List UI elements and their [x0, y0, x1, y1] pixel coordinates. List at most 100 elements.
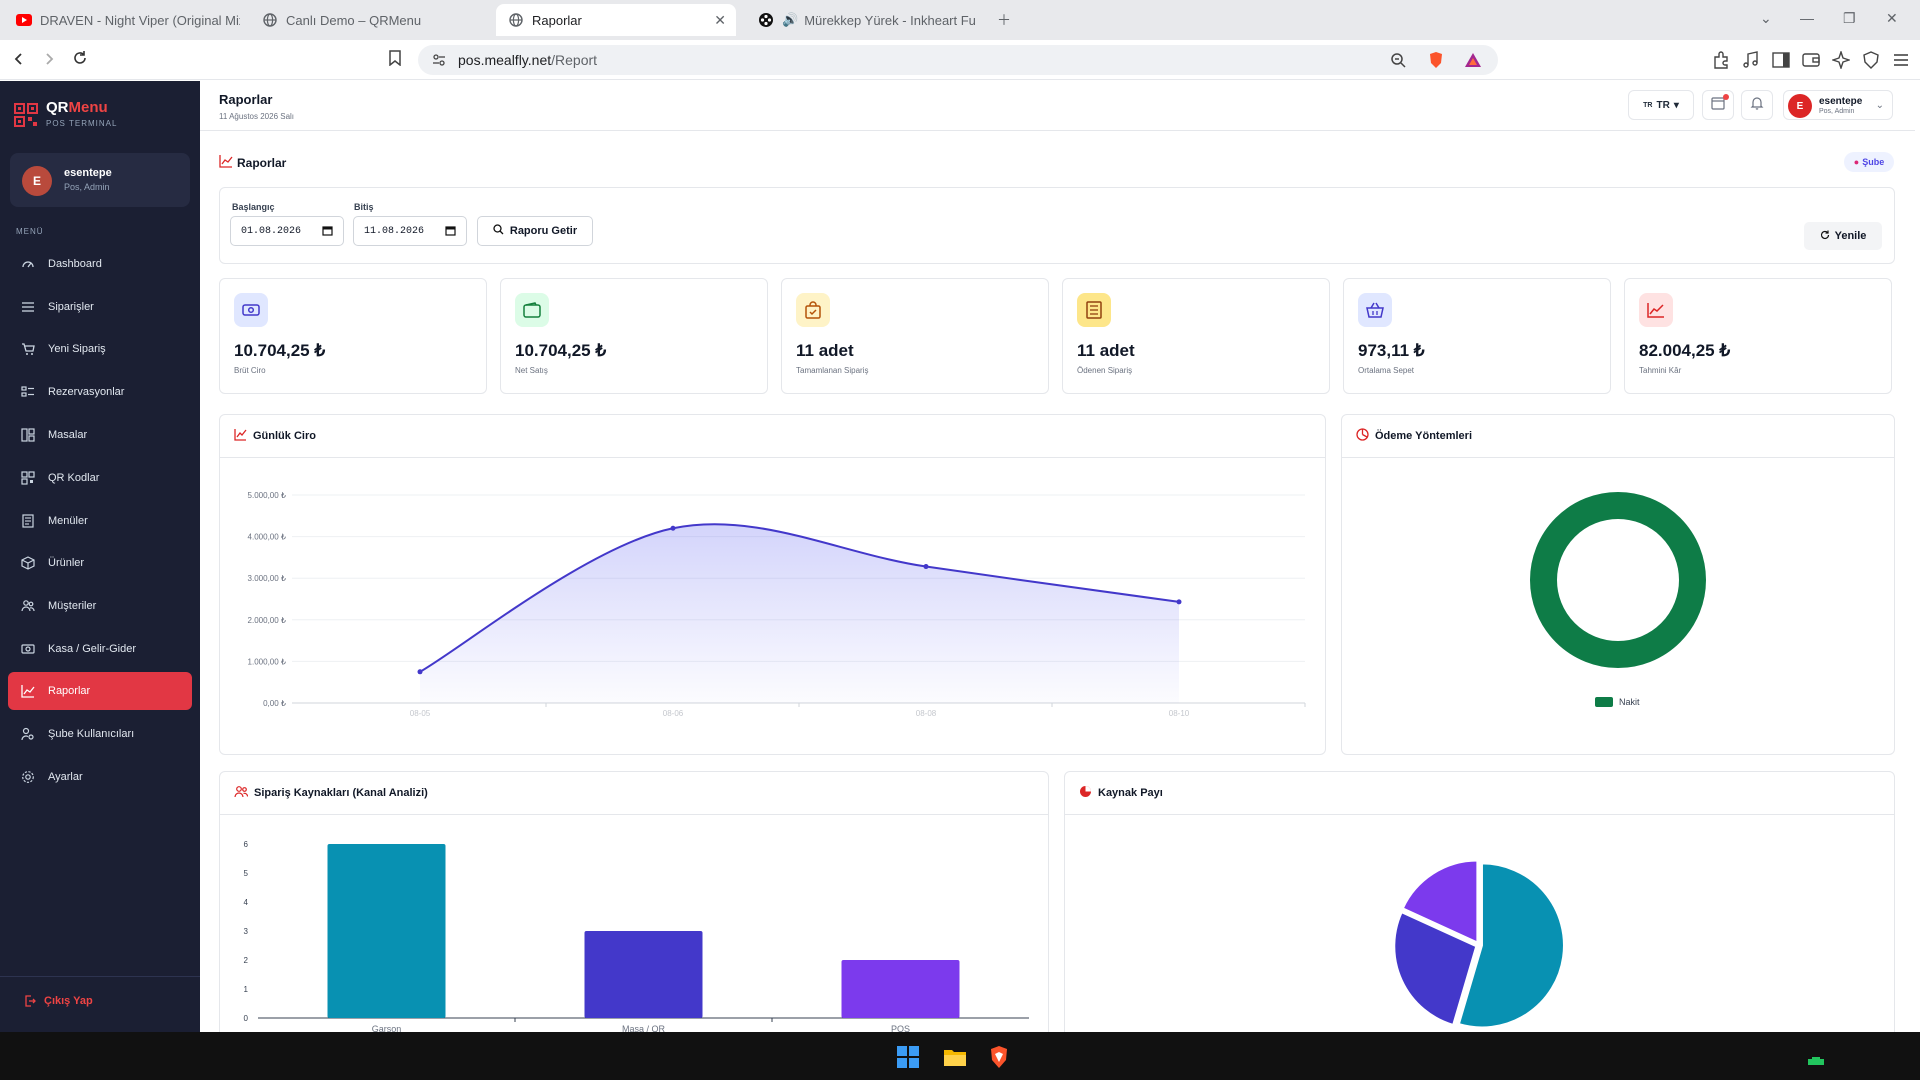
music-icon[interactable]: [1742, 51, 1760, 69]
sidebar-item-branch-users[interactable]: Şube Kullanıcıları: [8, 715, 192, 753]
kpi-value: 973,11 ₺: [1358, 341, 1425, 360]
sidebar-item-label: Masalar: [48, 429, 88, 441]
hamburger-menu-icon[interactable]: [1892, 51, 1910, 69]
calendar-button[interactable]: [1702, 90, 1734, 120]
sidebar-item-menus[interactable]: Menüler: [8, 502, 192, 540]
daily-revenue-card: Günlük Ciro 0,00 ₺ 1.000,00 ₺ 2.000,00 ₺ 3.…: [219, 414, 1326, 755]
kpi-label: Tamamlanan Sipariş: [796, 366, 869, 375]
film-icon: [758, 12, 774, 28]
brand-name: QRMenu: [46, 99, 108, 116]
notifications-button[interactable]: [1741, 90, 1773, 120]
sidebar-item-reports[interactable]: Raporlar: [8, 672, 192, 710]
user-name: esentepe: [64, 167, 112, 179]
legend-label: Nakit: [1619, 697, 1640, 707]
extensions-icon[interactable]: [1712, 51, 1730, 69]
speaker-icon[interactable]: 🔊: [782, 12, 799, 27]
sidebar-item-tables[interactable]: Masalar: [8, 416, 192, 454]
end-date-input[interactable]: 11.08.2026: [353, 216, 467, 246]
brand[interactable]: QRMenu POS TERMINAL: [14, 99, 117, 128]
browser-tab[interactable]: Canlı Demo – QRMenu: [250, 4, 486, 36]
brave-browser-icon[interactable]: [989, 1045, 1009, 1074]
account-menu[interactable]: E esentepe Pos, Admin ⌄: [1783, 90, 1893, 120]
sidebar-item-reservations[interactable]: Rezervasyonlar: [8, 373, 192, 411]
avatar: E: [22, 166, 52, 196]
url-field[interactable]: pos.mealfly.net/Report: [418, 45, 1498, 75]
close-window-button[interactable]: ✕: [1886, 10, 1898, 26]
fetch-report-button[interactable]: Raporu Getir: [477, 216, 593, 246]
kpi-card-gross: 10.704,25 ₺ Brüt Ciro: [219, 278, 487, 394]
tray-icon[interactable]: [1808, 1052, 1824, 1070]
kpi-card-estimated-profit: 82.004,25 ₺ Tahmini Kâr: [1624, 278, 1892, 394]
sidebar-toggle-icon[interactable]: [1772, 51, 1790, 69]
sidebar-item-cashbox[interactable]: Kasa / Gelir-Gider: [8, 630, 192, 668]
brave-rewards-icon[interactable]: [1464, 52, 1482, 73]
sidebar: QRMenu POS TERMINAL E esentepe Pos, Admi…: [0, 81, 200, 1032]
kpi-card-completed: 11 adet Tamamlanan Sipariş: [781, 278, 1049, 394]
order-sources-bar-chart: 0 1 2 3 4 5 6 Garson Masa / QR POS: [244, 840, 1029, 1032]
file-explorer-icon[interactable]: [943, 1047, 967, 1072]
brave-shield-icon[interactable]: [1428, 51, 1444, 74]
sidebar-item-label: Kasa / Gelir-Gider: [48, 643, 137, 655]
wallet-icon[interactable]: [1802, 51, 1820, 69]
tab-list-chevron-icon[interactable]: ⌄: [1760, 10, 1772, 26]
menu-book-icon: [20, 513, 36, 529]
close-icon[interactable]: ✕: [714, 11, 726, 28]
zoom-icon[interactable]: [1390, 52, 1406, 73]
sidebar-item-settings[interactable]: Ayarlar: [8, 758, 192, 796]
card-title: Sipariş Kaynakları (Kanal Analizi): [254, 787, 428, 799]
legend-item[interactable]: Nakit: [1595, 697, 1640, 707]
globe-icon: [508, 12, 524, 28]
leo-ai-icon[interactable]: [1830, 49, 1852, 71]
area-fill: [420, 524, 1179, 703]
pin-icon: ●: [1853, 157, 1860, 167]
pie-chart-icon: [1079, 785, 1092, 801]
os-taskbar: [0, 1032, 1920, 1080]
payment-methods-card: Ödeme Yöntemleri Nakit: [1341, 414, 1895, 755]
restore-button[interactable]: ❐: [1843, 10, 1856, 26]
sidebar-item-qr-codes[interactable]: QR Kodlar: [8, 459, 192, 497]
browser-tab[interactable]: 🔊 Mürekkep Yürek - Inkheart Full H: [746, 4, 976, 36]
windows-start-icon[interactable]: [897, 1046, 919, 1073]
receipt-icon: [1077, 293, 1111, 327]
calendar-icon: [445, 225, 456, 240]
sidebar-item-new-order[interactable]: Yeni Sipariş: [8, 330, 192, 368]
language-select[interactable]: TR TR ▾: [1628, 90, 1694, 120]
y-tick-label: 5: [244, 869, 249, 878]
vpn-shield-icon[interactable]: [1862, 51, 1880, 69]
sidebar-item-customers[interactable]: Müşteriler: [8, 587, 192, 625]
forward-button[interactable]: [42, 50, 56, 71]
user-role: Pos, Admin: [1819, 108, 1855, 115]
sidebar-item-dashboard[interactable]: Dashboard: [8, 245, 192, 283]
browser-tab-active[interactable]: Raporlar ✕: [496, 4, 736, 36]
chevron-down-icon: ⌄: [1875, 100, 1884, 111]
tab-title: DRAVEN - Night Viper (Original Mix): [40, 12, 240, 28]
minimize-button[interactable]: —: [1800, 10, 1814, 26]
new-tab-button[interactable]: ＋: [997, 12, 1011, 28]
refresh-button[interactable]: Yenile: [1804, 222, 1882, 250]
sidebar-divider: [0, 976, 200, 977]
site-settings-icon[interactable]: [432, 53, 446, 72]
qr-logo-icon: [14, 103, 38, 127]
y-tick-label: 3: [244, 927, 249, 936]
logout-button[interactable]: Çıkış Yap: [24, 995, 93, 1007]
calendar-icon: [1711, 96, 1725, 115]
x-tick-label: Masa / QR: [622, 1024, 666, 1032]
reload-button[interactable]: [72, 50, 88, 71]
sidebar-item-products[interactable]: Ürünler: [8, 544, 192, 582]
sidebar-item-label: Rezervasyonlar: [48, 386, 125, 398]
sidebar-user-card[interactable]: E esentepe Pos, Admin: [10, 153, 190, 207]
sidebar-item-orders[interactable]: Siparişler: [8, 288, 192, 326]
section-title: Raporlar: [219, 154, 286, 171]
browser-tab-bar: DRAVEN - Night Viper (Original Mix) Canl…: [0, 0, 1920, 40]
bookmark-icon[interactable]: [388, 50, 402, 71]
back-button[interactable]: [12, 50, 26, 71]
browser-tab[interactable]: DRAVEN - Night Viper (Original Mix): [4, 4, 240, 36]
y-tick-label: 1: [244, 985, 249, 994]
start-date-input[interactable]: 01.08.2026: [230, 216, 344, 246]
pie-slice: [1457, 862, 1565, 1029]
menu-heading: MENÜ: [16, 227, 44, 236]
kpi-value: 11 adet: [1077, 341, 1135, 360]
bar: [584, 931, 703, 1018]
bar: [841, 960, 960, 1018]
kpi-value: 82.004,25 ₺: [1639, 341, 1731, 360]
